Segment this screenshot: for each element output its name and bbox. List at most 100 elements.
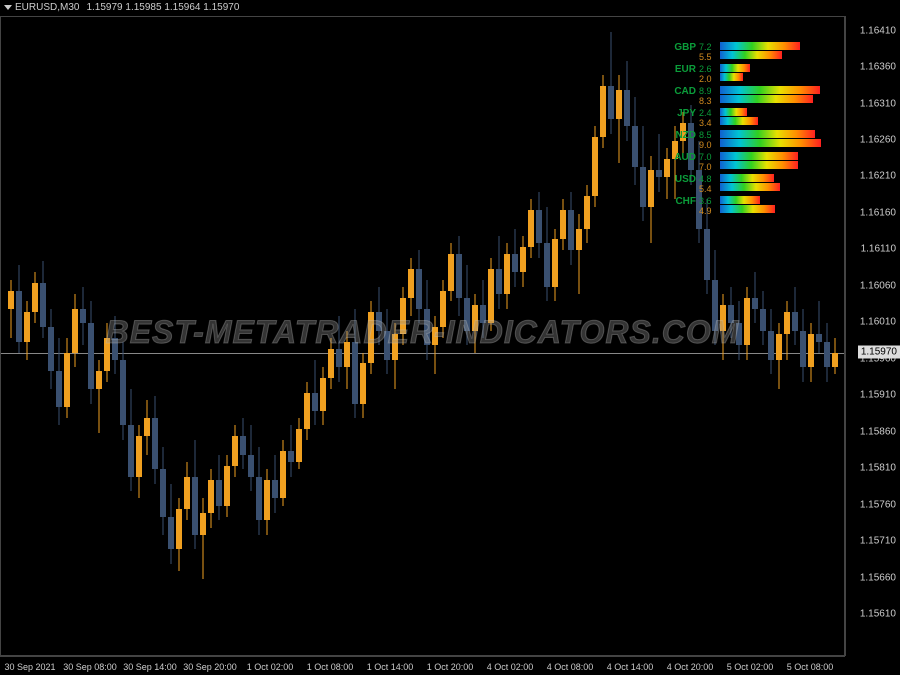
strength-value-2: 5.5 (699, 52, 717, 62)
strength-value-1: 4.8 (699, 174, 717, 184)
x-tick: 5 Oct 08:00 (787, 662, 834, 672)
symbol-label: EURUSD,M30 (15, 2, 79, 13)
candle (720, 294, 726, 360)
chevron-down-icon[interactable] (4, 5, 12, 10)
candle (112, 316, 118, 374)
candle (640, 126, 646, 221)
candle (432, 316, 438, 374)
x-tick: 1 Oct 14:00 (367, 662, 414, 672)
candle (96, 360, 102, 433)
strength-label: USD (670, 174, 696, 185)
candle (352, 309, 358, 418)
candle (816, 301, 822, 352)
candle (400, 287, 406, 345)
x-tick: 4 Oct 20:00 (667, 662, 714, 672)
strength-value-2: 2.0 (699, 74, 717, 84)
strength-value-2: 4.9 (699, 206, 717, 216)
candle (512, 229, 518, 287)
candle (88, 301, 94, 403)
strength-label: CHF (670, 196, 696, 207)
candle (368, 301, 374, 374)
strength-bar (720, 108, 747, 116)
candle (48, 309, 54, 389)
y-tick: 1.16010 (860, 317, 896, 328)
y-tick: 1.16110 (861, 244, 896, 255)
candle (416, 250, 422, 323)
candle (480, 280, 486, 338)
candle (752, 272, 758, 323)
y-tick: 1.16410 (860, 25, 896, 36)
candle (232, 425, 238, 476)
strength-row: JPY2.43.4 (670, 108, 821, 130)
candle (240, 418, 246, 469)
strength-bar (720, 64, 750, 72)
strength-value-1: 8.9 (699, 86, 717, 96)
candle (608, 32, 614, 134)
candle (632, 97, 638, 185)
candle (584, 185, 590, 243)
candle (280, 440, 286, 506)
candle (272, 455, 278, 513)
x-tick: 30 Sep 2021 (4, 662, 55, 672)
candle (328, 338, 334, 389)
x-axis: 30 Sep 202130 Sep 08:0030 Sep 14:0030 Se… (0, 656, 845, 675)
strength-label: AUD (670, 152, 696, 163)
candle (176, 498, 182, 571)
x-tick: 1 Oct 20:00 (427, 662, 474, 672)
candle (248, 425, 254, 491)
strength-label: GBP (670, 42, 696, 53)
candle (824, 323, 830, 381)
candle (760, 291, 766, 346)
strength-label: NZD (670, 130, 696, 141)
y-tick: 1.16360 (860, 62, 896, 73)
y-tick: 1.16210 (860, 171, 896, 182)
x-tick: 1 Oct 08:00 (307, 662, 354, 672)
candle (224, 455, 230, 517)
candle (792, 287, 798, 345)
candle (600, 75, 606, 148)
x-tick: 30 Sep 14:00 (123, 662, 177, 672)
candle (384, 309, 390, 375)
candle (712, 250, 718, 345)
candle (256, 447, 262, 535)
candle (504, 243, 510, 309)
price-line (1, 353, 844, 354)
strength-bar (720, 139, 821, 147)
candle (168, 484, 174, 564)
strength-value-1: 7.0 (699, 152, 717, 162)
candle (40, 261, 46, 338)
candle (624, 61, 630, 141)
candle (456, 236, 462, 316)
strength-row: AUD7.07.0 (670, 152, 821, 174)
x-tick: 30 Sep 20:00 (183, 662, 237, 672)
candle (8, 280, 14, 338)
candle (192, 440, 198, 549)
candle (160, 447, 166, 535)
candle (616, 75, 622, 163)
strength-value-2: 8.3 (699, 96, 717, 106)
strength-bar (720, 117, 758, 125)
candle (104, 323, 110, 381)
strength-bar (720, 130, 815, 138)
candle (800, 309, 806, 382)
candle (536, 192, 542, 258)
current-price-box: 1.15970 (858, 345, 900, 358)
candle (496, 236, 502, 309)
candle (120, 342, 126, 440)
candle (648, 156, 654, 244)
candle (736, 301, 742, 359)
chart-header[interactable]: EURUSD,M30 1.15979 1.15985 1.15964 1.159… (4, 2, 239, 13)
candle (808, 323, 814, 381)
candle (80, 287, 86, 345)
candle (832, 338, 838, 374)
candle (208, 469, 214, 527)
candle (568, 192, 574, 265)
candle (408, 258, 414, 316)
candle (360, 353, 366, 419)
candle (200, 498, 206, 578)
strength-bar (720, 51, 782, 59)
y-tick: 1.16160 (860, 207, 896, 218)
candle (528, 199, 534, 257)
strength-value-1: 2.4 (699, 108, 717, 118)
candle (392, 323, 398, 389)
